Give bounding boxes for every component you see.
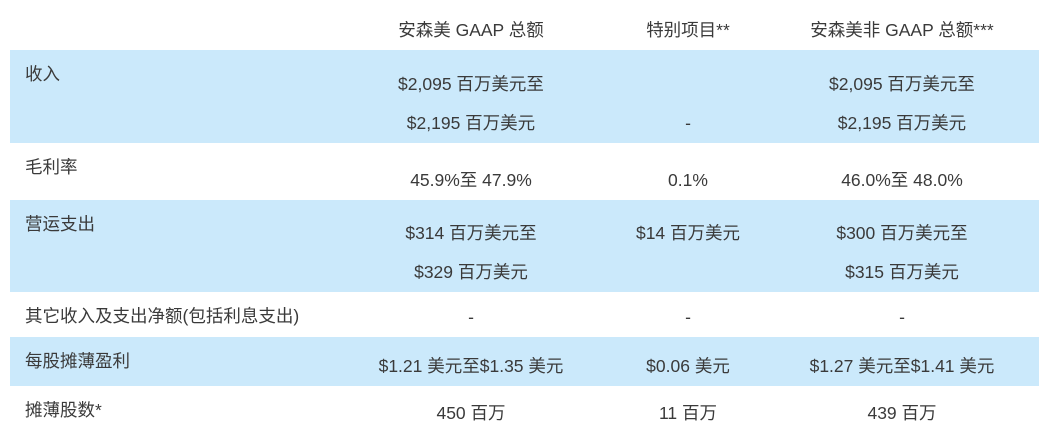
column-header-non-gaap-total: 安森美非 GAAP 总额***	[793, 0, 1011, 50]
cell-value: $2,095 百万美元至 $2,195 百万美元	[793, 50, 1011, 143]
table-row: 收入 $2,095 百万美元至 $2,195 百万美元 - $2,095 百万美元至 $2…	[10, 50, 1039, 143]
table-row: 每股摊薄盈利 $1.21 美元至$1.35 美元 $0.06 美元 $1.27 美元至…	[10, 337, 1039, 386]
cell-value: $300 百万美元至 $315 百万美元	[793, 200, 1011, 292]
value-line: $2,195 百万美元	[406, 113, 536, 133]
column-header-gaap-total: 安森美 GAAP 总额	[359, 0, 583, 50]
guidance-table: 安森美 GAAP 总额 特别项目** 安森美非 GAAP 总额*** 收入 $2,…	[10, 0, 1039, 433]
value-line: $2,095 百万美元至	[398, 74, 544, 94]
cell-value: $2,095 百万美元至 $2,195 百万美元	[359, 50, 583, 143]
value-line: 11 百万	[658, 403, 718, 423]
cell-value: $14 百万美元	[583, 200, 793, 292]
cell-value: 11 百万	[583, 386, 793, 433]
value-line: 450 百万	[436, 403, 506, 423]
cell-value: $1.27 美元至$1.41 美元	[793, 337, 1011, 386]
value-line: $2,195 百万美元	[837, 113, 967, 133]
row-label: 其它收入及支出净额(包括利息支出)	[25, 306, 300, 326]
value-line: $2,095 百万美元至	[829, 74, 975, 94]
value-line: $1.27 美元至$1.41 美元	[809, 356, 995, 376]
value-line	[583, 256, 793, 288]
value-line: $14 百万美元	[635, 223, 741, 243]
cell-value: 439 百万	[793, 386, 1011, 433]
cell-value: -	[583, 292, 793, 337]
value-line: $1.21 美元至$1.35 美元	[378, 356, 564, 376]
column-header-label: 安森美 GAAP 总额	[398, 20, 544, 40]
cell-value: 45.9%至 47.9%	[359, 143, 583, 200]
table-row: 摊薄股数* 450 百万 11 百万 439 百万	[10, 386, 1039, 433]
row-label: 摊薄股数*	[25, 400, 102, 420]
value-line: $0.06 美元	[646, 356, 730, 376]
cell-value: -	[583, 50, 793, 143]
cell-value: 450 百万	[359, 386, 583, 433]
value-line	[583, 68, 793, 100]
cell-value: 46.0%至 48.0%	[793, 143, 1011, 200]
value-line: -	[685, 113, 691, 133]
cell-value: $1.21 美元至$1.35 美元	[359, 337, 583, 386]
table-row: 其它收入及支出净额(包括利息支出) - - -	[10, 292, 1039, 337]
cell-value: $0.06 美元	[583, 337, 793, 386]
table-header-row: 安森美 GAAP 总额 特别项目** 安森美非 GAAP 总额***	[10, 0, 1039, 50]
value-line: -	[685, 307, 691, 327]
value-line: 46.0%至 48.0%	[841, 170, 963, 190]
row-label: 营运支出	[25, 214, 95, 234]
column-header-label: 特别项目**	[646, 20, 730, 40]
value-line: -	[899, 307, 905, 327]
cell-value: $314 百万美元至 $329 百万美元	[359, 200, 583, 292]
value-line: 0.1%	[668, 170, 708, 190]
cell-value: 0.1%	[583, 143, 793, 200]
value-line: $300 百万美元至	[836, 223, 968, 243]
value-line: 45.9%至 47.9%	[410, 170, 532, 190]
value-line: $314 百万美元至	[405, 223, 537, 243]
column-header-empty	[10, 0, 359, 50]
row-label: 毛利率	[25, 157, 78, 177]
row-label: 收入	[25, 64, 60, 84]
table-row: 营运支出 $314 百万美元至 $329 百万美元 $14 百万美元 $300 百万美元…	[10, 200, 1039, 292]
table-row: 毛利率 45.9%至 47.9% 0.1% 46.0%至 48.0%	[10, 143, 1039, 200]
value-line: -	[468, 307, 474, 327]
table-body: 收入 $2,095 百万美元至 $2,195 百万美元 - $2,095 百万美元至 $2…	[10, 50, 1039, 433]
value-line: $315 百万美元	[845, 262, 959, 282]
column-header-special-items: 特别项目**	[583, 0, 793, 50]
column-header-label: 安森美非 GAAP 总额***	[810, 20, 994, 40]
value-line: 439 百万	[867, 403, 937, 423]
value-line: $329 百万美元	[414, 262, 528, 282]
row-label: 每股摊薄盈利	[25, 351, 130, 371]
cell-value: -	[359, 292, 583, 337]
cell-value: -	[793, 292, 1011, 337]
